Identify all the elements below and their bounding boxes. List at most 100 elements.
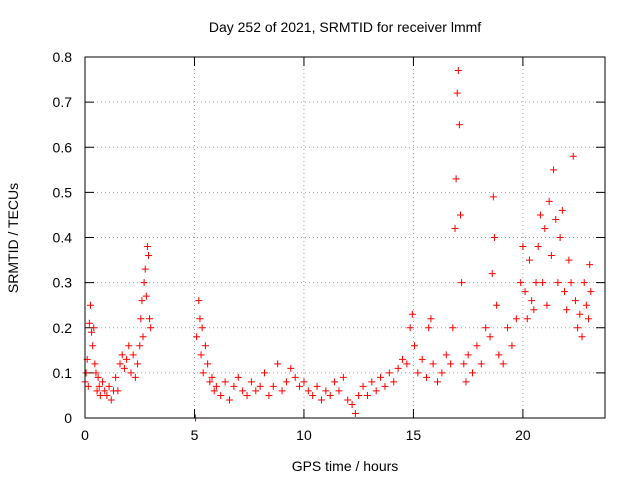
data-point	[221, 378, 229, 386]
data-point	[587, 288, 595, 296]
data-point	[528, 297, 536, 305]
data-point	[556, 234, 564, 241]
data-point	[377, 373, 385, 381]
data-point	[142, 292, 150, 300]
data-point	[355, 391, 363, 399]
data-point	[523, 315, 531, 323]
chart-title: Day 252 of 2021, SRMTID for receiver lmm…	[209, 19, 481, 35]
data-point	[134, 360, 142, 368]
data-point	[92, 369, 100, 377]
data-point	[521, 288, 529, 296]
data-point	[147, 324, 155, 332]
y-axis-label: SRMTID / TECUs	[5, 183, 21, 293]
data-point	[363, 391, 371, 399]
data-point	[560, 288, 568, 296]
data-point	[580, 279, 588, 287]
data-point	[131, 373, 139, 381]
data-point	[381, 382, 389, 390]
x-tick-label: 0	[81, 427, 89, 443]
data-point	[282, 378, 290, 386]
data-point	[317, 396, 325, 404]
data-point	[269, 382, 277, 390]
x-tick-label: 5	[191, 427, 199, 443]
data-point	[351, 409, 359, 417]
data-point	[138, 297, 146, 305]
data-point	[300, 378, 308, 386]
data-point	[554, 279, 562, 287]
data-point	[226, 396, 234, 404]
data-point	[89, 342, 97, 350]
data-point	[197, 351, 205, 359]
data-point	[438, 369, 446, 377]
data-point	[547, 252, 555, 260]
data-point	[462, 378, 470, 386]
data-point	[204, 360, 212, 368]
tick-labels: 0 0.1 0.2 0.3 0.4 0.5 0.6 0.7 0.8 0 5 10 15 20	[53, 49, 531, 443]
data-point	[88, 328, 96, 336]
data-point	[125, 342, 133, 350]
data-point	[239, 387, 247, 395]
data-point	[278, 387, 286, 395]
data-point	[508, 342, 516, 350]
data-point	[504, 324, 512, 332]
x-tick-label: 20	[515, 427, 531, 443]
data-point	[206, 378, 214, 386]
plot-frame	[84, 56, 606, 419]
data-point	[139, 333, 147, 341]
data-point	[86, 301, 94, 309]
data-point	[458, 279, 466, 287]
data-point	[322, 387, 330, 395]
data-point	[427, 315, 435, 323]
data-point	[344, 396, 352, 404]
data-point	[372, 387, 380, 395]
data-point	[442, 351, 450, 359]
data-point	[199, 369, 207, 377]
data-point	[451, 224, 459, 232]
data-point	[105, 382, 113, 390]
data-point	[582, 301, 590, 309]
data-point	[136, 342, 144, 350]
data-point	[453, 89, 461, 97]
data-point	[252, 387, 260, 395]
data-point	[586, 261, 594, 269]
data-point	[488, 270, 496, 278]
data-point	[90, 324, 98, 332]
data-point	[460, 360, 468, 368]
x-tick-label: 10	[296, 427, 312, 443]
data-point	[291, 373, 299, 381]
data-point	[541, 224, 549, 232]
data-point	[243, 391, 251, 399]
data-point	[91, 360, 99, 368]
data-point	[208, 373, 216, 381]
data-point	[408, 310, 416, 318]
data-point	[532, 279, 540, 287]
data-point	[326, 391, 334, 399]
data-point	[84, 382, 92, 390]
data-point	[489, 193, 497, 201]
data-point	[534, 243, 542, 251]
data-point	[385, 369, 393, 377]
data-point	[552, 215, 560, 223]
data-point	[490, 234, 498, 241]
data-point	[425, 324, 433, 332]
data-point	[574, 324, 582, 332]
data-point	[403, 360, 411, 368]
data-point	[96, 391, 104, 399]
data-point	[95, 382, 103, 390]
data-point	[414, 369, 422, 377]
data-point	[536, 211, 544, 219]
data-point	[85, 319, 93, 327]
data-point	[563, 306, 571, 314]
data-point	[196, 315, 204, 323]
y-tick-label: 0.1	[53, 365, 73, 381]
data-point	[348, 400, 356, 408]
data-point	[578, 333, 586, 341]
data-point	[464, 351, 472, 359]
data-point	[274, 360, 282, 368]
data-point	[114, 387, 122, 395]
data-point	[585, 315, 593, 323]
data-point	[571, 297, 579, 305]
data-point	[469, 369, 477, 377]
data-point	[539, 279, 547, 287]
data-point	[217, 391, 225, 399]
